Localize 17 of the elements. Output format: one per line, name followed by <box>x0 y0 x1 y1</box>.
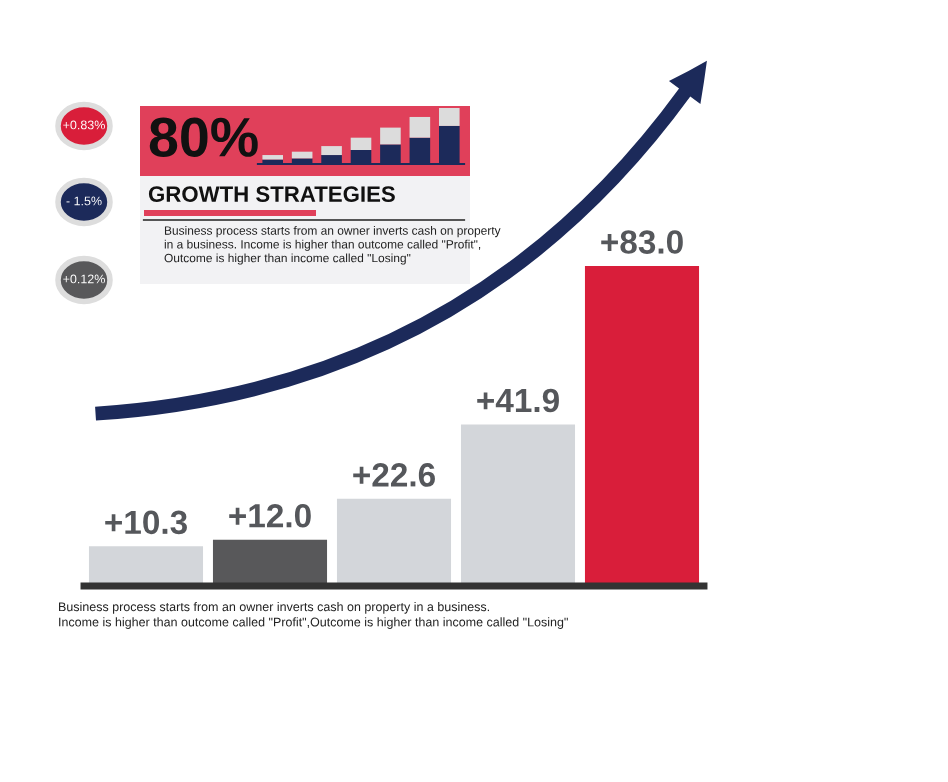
bar <box>438 108 460 126</box>
data-label: +10.3 <box>105 510 187 535</box>
bar <box>380 127 401 145</box>
bar <box>336 498 452 586</box>
bar <box>460 424 576 586</box>
bar <box>212 539 328 586</box>
bar <box>88 546 204 586</box>
data-label: +83.0 <box>601 230 683 254</box>
bar <box>321 146 342 156</box>
text: 80% <box>149 117 258 157</box>
bar <box>409 116 431 138</box>
data-label: +12.0 <box>229 503 311 528</box>
data-label: +22.6 <box>353 463 435 487</box>
bar <box>350 137 372 150</box>
text: GROWTH STRATEGIES <box>148 186 395 202</box>
data-label: +41.9 <box>477 388 559 413</box>
bar <box>584 266 700 586</box>
